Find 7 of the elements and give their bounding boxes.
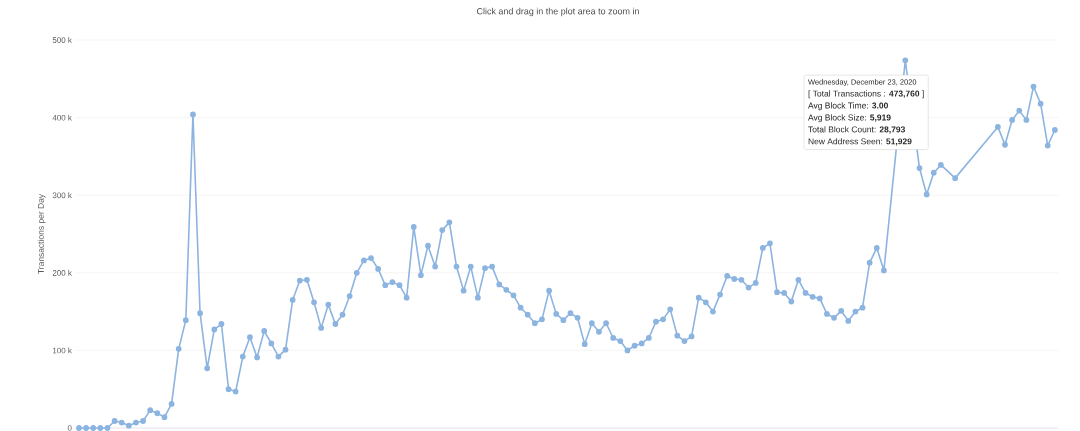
annotation: [ Total Transactions : 473,760 ] xyxy=(808,90,924,99)
chart-subtitle: Click and drag in the plot area to zoom in xyxy=(476,7,639,17)
annotation: Avg Block Time: 3.00 xyxy=(808,102,888,111)
y-axis-title: Transactions per Day xyxy=(37,193,46,274)
annotation: New Address Seen: 51,929 xyxy=(808,138,912,146)
annotation: Avg Block Size: 5,919 xyxy=(808,114,891,123)
annotation: Total Block Count: 28,793 xyxy=(808,126,905,134)
